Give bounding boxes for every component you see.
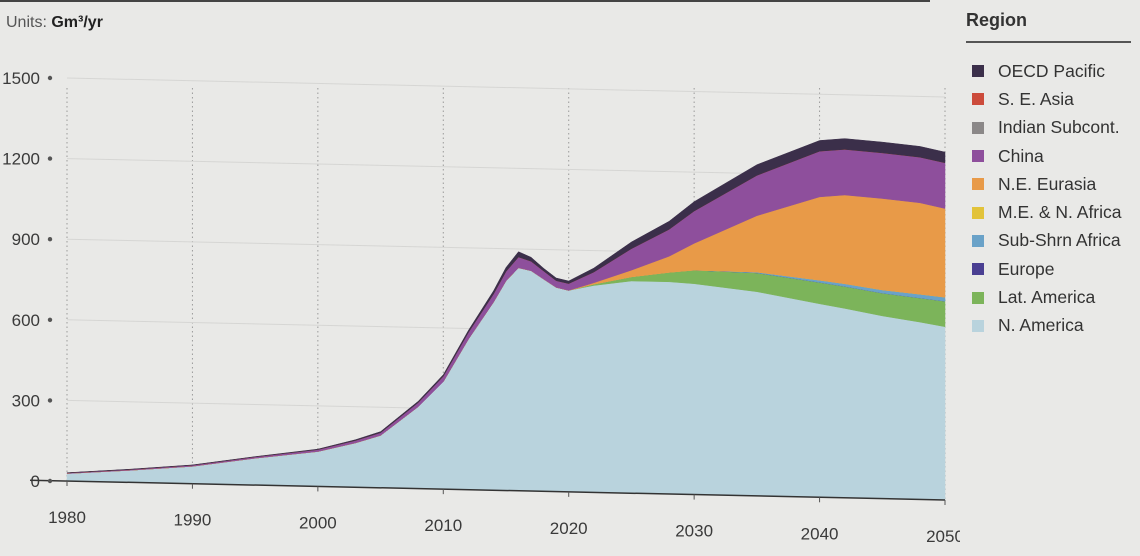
legend-item-lat-america: Lat. America xyxy=(972,283,1131,311)
y-tick-label-0: 0 xyxy=(31,472,40,491)
x-axis-ticks: 1980 1990 2000 2010 2020 2030 2040 2050 xyxy=(48,481,960,546)
area-chart: 0 300 600 900 1200 1500 1980 1990 2000 2010 2020 2… xyxy=(2,69,960,546)
legend-swatch xyxy=(972,291,984,304)
x-tick-label-2010: 2010 xyxy=(424,516,462,535)
legend-swatch xyxy=(972,206,984,219)
x-axis-line xyxy=(29,479,946,501)
legend-swatch xyxy=(972,65,984,78)
legend-title: Region xyxy=(966,10,1131,43)
legend-swatch xyxy=(972,234,984,247)
x-tick-label-1990: 1990 xyxy=(174,511,212,530)
legend-item-s-e-asia: S. E. Asia xyxy=(972,85,1131,113)
legend-swatch xyxy=(972,121,984,134)
y-axis-ticks: 0 300 600 900 1200 1500 xyxy=(2,69,53,491)
y-tick-dot-1500 xyxy=(47,75,53,81)
y-tick-label-1200: 1200 xyxy=(2,150,40,169)
top-rule xyxy=(0,0,930,2)
y-tick-label-600: 600 xyxy=(12,311,40,330)
legend-label: Lat. America xyxy=(998,287,1096,308)
legend-item-sub-shrn-africa: Sub-Shrn Africa xyxy=(972,227,1131,255)
x-tick-label-2020: 2020 xyxy=(550,519,588,538)
legend-swatch xyxy=(972,150,984,163)
units-prefix: Units: xyxy=(6,14,52,31)
x-tick-label-2040: 2040 xyxy=(801,524,839,543)
legend-label: N.E. Eurasia xyxy=(998,173,1097,194)
axes xyxy=(29,479,946,501)
grid-line-y-1500 xyxy=(66,77,946,98)
legend: Region OECD Pacific S. E. Asia Indian Subc… xyxy=(966,10,1131,340)
legend-label: OECD Pacific xyxy=(998,60,1105,81)
units-label: Units: Gm³/yr xyxy=(6,14,103,32)
y-tick-dot-0 xyxy=(47,478,53,484)
y-tick-dot-600 xyxy=(47,317,53,322)
legend-item-china: China xyxy=(972,142,1131,170)
area-oecd-pacific xyxy=(66,138,946,474)
legend-swatch xyxy=(972,319,984,332)
legend-item-n-america: N. America xyxy=(972,312,1131,340)
legend-label: Sub-Shrn Africa xyxy=(998,230,1121,251)
y-tick-label-900: 900 xyxy=(12,230,40,249)
legend-label: M.E. & N. Africa xyxy=(998,202,1122,223)
legend-item-n-e-eurasia: N.E. Eurasia xyxy=(972,170,1131,198)
x-tick-label-1980: 1980 xyxy=(48,508,86,527)
legend-item-m-e-n-africa: M.E. & N. Africa xyxy=(972,198,1131,226)
x-tick-label-2030: 2030 xyxy=(675,522,713,541)
x-tick-label-2000: 2000 xyxy=(299,513,337,532)
y-tick-label-300: 300 xyxy=(12,391,40,410)
legend-item-oecd-pacific: OECD Pacific xyxy=(972,57,1131,85)
legend-item-indian-subcont: Indian Subcont. xyxy=(972,114,1131,142)
units-value: Gm³/yr xyxy=(51,14,103,31)
y-tick-dot-900 xyxy=(47,237,53,242)
y-tick-label-1500: 1500 xyxy=(2,69,40,88)
legend-item-europe: Europe xyxy=(972,255,1131,283)
legend-swatch xyxy=(972,93,984,106)
y-tick-dot-300 xyxy=(47,398,53,403)
legend-label: China xyxy=(998,145,1044,166)
legend-list: OECD Pacific S. E. Asia Indian Subcont. Chi… xyxy=(972,57,1131,340)
stacked-areas xyxy=(66,138,946,501)
x-tick-label-2050: 2050 xyxy=(926,527,960,546)
legend-label: Europe xyxy=(998,258,1055,279)
legend-label: S. E. Asia xyxy=(998,88,1074,109)
legend-swatch xyxy=(972,263,984,276)
y-tick-dot-1200 xyxy=(47,156,53,161)
legend-label: N. America xyxy=(998,315,1084,336)
legend-label: Indian Subcont. xyxy=(998,117,1120,138)
legend-swatch xyxy=(972,178,984,191)
